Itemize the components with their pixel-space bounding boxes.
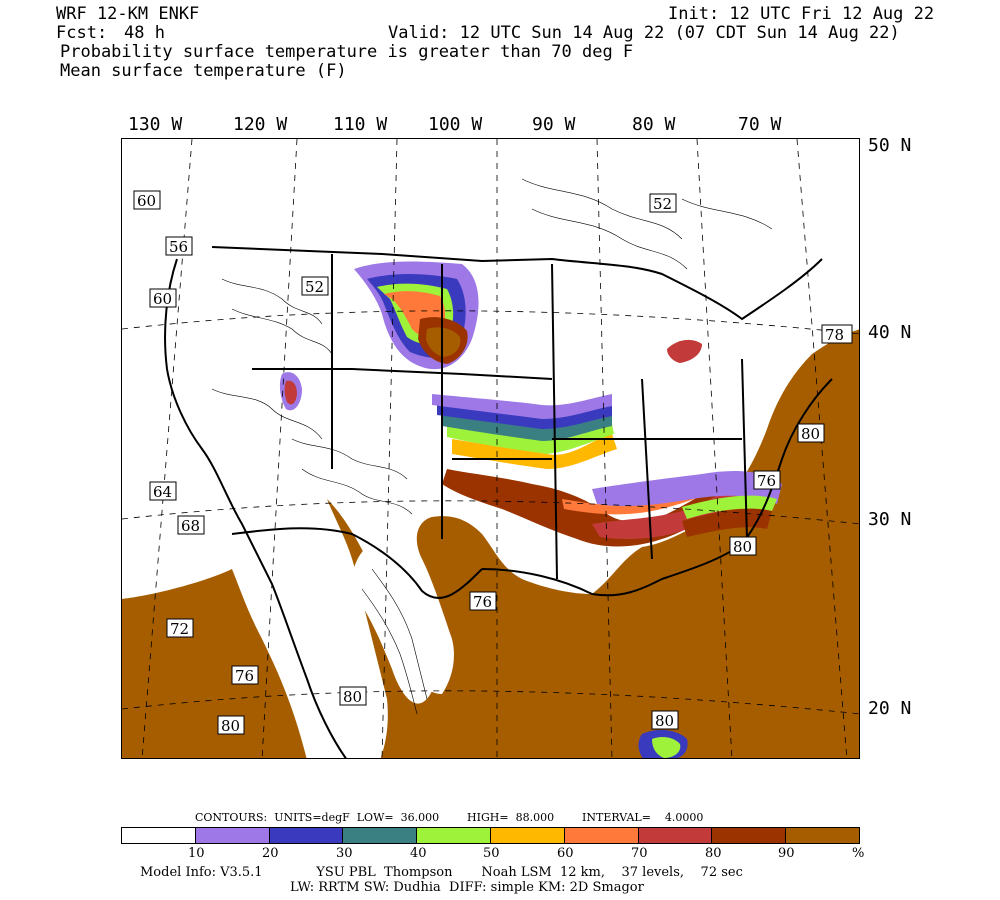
colorbar-tick-percent: %	[852, 846, 865, 861]
prob-fill-10-southeast	[592, 471, 782, 507]
colorbar-tick-90: 90	[778, 846, 795, 861]
colorbar-tick-60: 60	[557, 846, 574, 861]
svg-text:80: 80	[221, 717, 240, 735]
field-description-mean: Mean surface temperature (F)	[60, 61, 347, 81]
colorbar-tick-40: 40	[410, 846, 427, 861]
lat-label-20n: 20 N	[868, 698, 912, 719]
contour-label: 80	[651, 710, 679, 730]
colorbar-segment-30-40	[343, 828, 418, 843]
prob-fill-utah-core	[284, 380, 297, 405]
colorbar-segment-20-30	[269, 828, 344, 843]
coastlines-borders	[164, 246, 833, 758]
contour-label: 80	[729, 536, 757, 556]
svg-text:56: 56	[169, 238, 188, 256]
probability-colorbar	[121, 827, 860, 844]
colorbar-tick-70: 70	[631, 846, 648, 861]
lon-label-110w: 110 W	[333, 114, 388, 135]
svg-text:80: 80	[343, 688, 362, 706]
contours-info: CONTOURS: UNITS=degF LOW= 36.000 HIGH= 8…	[195, 811, 704, 824]
contour-label-boxes: 60 56 60 52 52 64 68 72 76 80 80 76 76 8…	[133, 190, 853, 735]
mexico-plateau-cool	[350, 544, 438, 704]
svg-text:60: 60	[153, 290, 172, 308]
colorbar-segment-90-100	[786, 828, 859, 843]
contour-label: 52	[301, 276, 329, 296]
lat-label-50n: 50 N	[868, 135, 912, 156]
forecast-map: 60 56 60 52 52 64 68 72 76 80 80 76 76 8…	[121, 138, 860, 759]
graticule	[122, 139, 859, 758]
contour-label: 76	[469, 591, 497, 611]
svg-text:60: 60	[137, 192, 156, 210]
contour-label: 80	[339, 686, 367, 706]
prob-fill-50-band	[452, 434, 617, 469]
model-info: Model Info: V3.5.1 YSU PBL Thompson Noah…	[140, 865, 743, 880]
svg-text:80: 80	[733, 538, 752, 556]
init-time: Init: 12 UTC Fri 12 Aug 22	[668, 4, 935, 24]
prob-fill-90-south-main	[327, 329, 859, 758]
contour-label: 60	[133, 190, 161, 210]
contour-label: 80	[797, 423, 825, 443]
contour-label: 68	[177, 515, 205, 535]
contour-label: 56	[165, 236, 193, 256]
lon-label-90w: 90 W	[532, 114, 576, 135]
svg-text:72: 72	[170, 620, 189, 638]
contour-label: 80	[217, 715, 245, 735]
colorbar-segment-50-60	[490, 828, 565, 843]
svg-text:64: 64	[153, 483, 172, 501]
forecast-hour: 48 h	[124, 23, 165, 43]
colorbar-segment-40-50	[417, 828, 491, 843]
svg-text:80: 80	[655, 712, 674, 730]
prob-fill-40-southeast	[682, 495, 777, 519]
colorbar-tick-50: 50	[483, 846, 500, 861]
map-canvas: 60 56 60 52 52 64 68 72 76 80 80 76 76 8…	[122, 139, 859, 758]
prob-fill-10-band	[432, 394, 612, 419]
colorbar-segment-80-90	[712, 828, 787, 843]
svg-text:68: 68	[181, 517, 200, 535]
valid-time: Valid: 12 UTC Sun 14 Aug 22 (07 CDT Sun …	[388, 23, 900, 43]
colorbar-tick-10: 10	[188, 846, 205, 861]
colorbar-tick-30: 30	[336, 846, 353, 861]
lat-label-30n: 30 N	[868, 509, 912, 530]
field-description-probability: Probability surface temperature is great…	[60, 42, 634, 62]
svg-text:76: 76	[757, 472, 776, 490]
contour-label: 60	[149, 288, 177, 308]
colorbar-segment-70-80	[638, 828, 713, 843]
lon-label-130w: 130 W	[128, 114, 183, 135]
contour-label: 76	[753, 470, 781, 490]
model-title: WRF 12-KM ENKF	[56, 4, 200, 24]
lon-label-100w: 100 W	[428, 114, 483, 135]
physics-info: LW: RRTM SW: Dudhia DIFF: simple KM: 2D …	[290, 880, 644, 895]
contour-label: 64	[149, 481, 177, 501]
lat-label-40n: 40 N	[868, 322, 912, 343]
prob-fill-midatlantic	[667, 339, 702, 363]
lon-label-80w: 80 W	[632, 114, 676, 135]
prob-fill-90-southwest-pacific	[122, 569, 307, 758]
temperature-contours	[211, 178, 773, 715]
svg-text:78: 78	[825, 326, 844, 344]
prob-fill-90-dakotas	[426, 327, 461, 357]
colorbar-segment-0-10	[122, 828, 196, 843]
colorbar-segment-60-70	[564, 828, 639, 843]
svg-text:52: 52	[305, 278, 324, 296]
contour-label: 72	[166, 618, 194, 638]
svg-text:80: 80	[801, 425, 820, 443]
contour-label: 76	[231, 665, 259, 685]
colorbar-segment-10-20	[195, 828, 270, 843]
contour-label: 78	[821, 324, 853, 344]
svg-text:76: 76	[235, 667, 254, 685]
svg-text:52: 52	[653, 195, 672, 213]
colorbar-tick-20: 20	[262, 846, 279, 861]
colorbar-tick-80: 80	[705, 846, 722, 861]
prob-fill-70-southeast-edge	[592, 479, 747, 539]
prob-fill-yucatan-core	[652, 736, 681, 758]
prob-fill-80-southeast	[682, 508, 772, 537]
contour-label: 52	[649, 193, 677, 213]
lon-label-70w: 70 W	[738, 114, 782, 135]
forecast-label: Fcst:	[56, 23, 108, 43]
svg-text:76: 76	[473, 593, 492, 611]
lon-label-120w: 120 W	[233, 114, 288, 135]
